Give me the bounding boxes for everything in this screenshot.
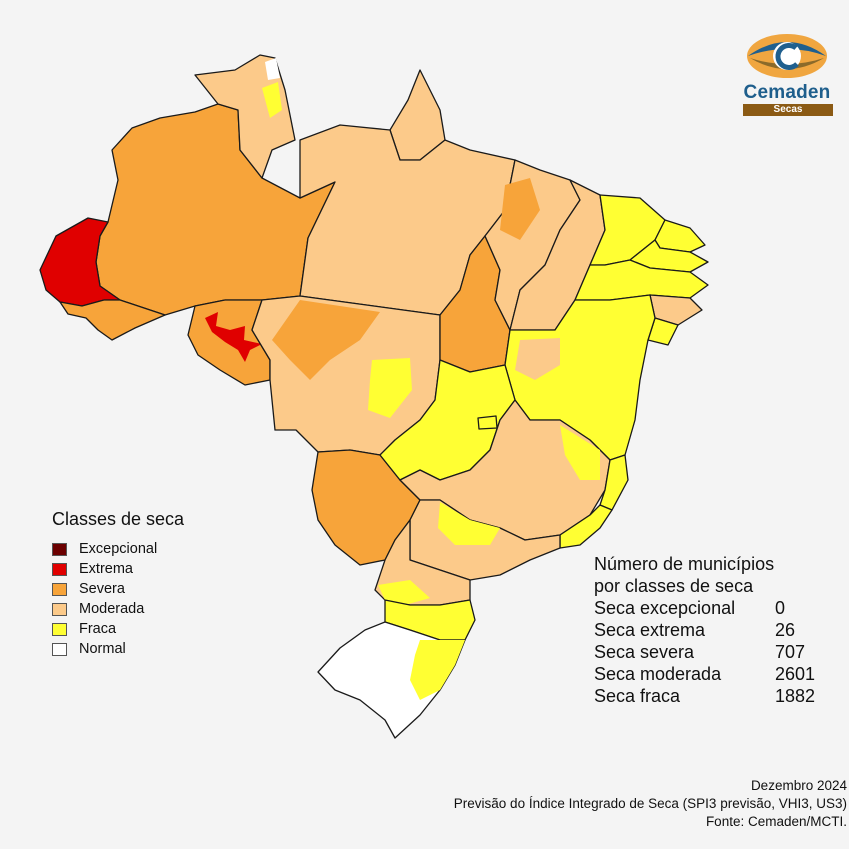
region-amazonas [95, 103, 336, 316]
region-rio-de-janeiro [559, 504, 613, 549]
count-row: Seca extrema 26 [594, 619, 815, 641]
counts-title-line2: por classes de seca [594, 576, 754, 596]
count-row: Seca excepcional 0 [594, 597, 815, 619]
legend-item: Severa [52, 579, 184, 599]
count-value: 707 [775, 642, 806, 662]
legend-swatch [52, 542, 67, 556]
region-bahia-moderada [515, 338, 560, 380]
region-parana-fraca [378, 580, 430, 605]
legend-item: Extrema [52, 559, 184, 579]
legend-label: Moderada [79, 601, 145, 617]
counts-title-line1: Número de municípios [594, 554, 775, 574]
count-row: Seca severa 707 [594, 641, 815, 663]
count-label: Seca moderada [594, 664, 722, 684]
footer-date: Dezembro 2024 [750, 778, 847, 793]
legend-label: Fraca [79, 621, 117, 637]
legend-label: Excepcional [79, 541, 158, 557]
count-value: 1882 [775, 686, 816, 706]
count-label: Seca severa [594, 642, 695, 662]
count-row: Seca fraca 1882 [594, 685, 815, 707]
region-rio-grande-do-norte [654, 219, 706, 253]
region-maranhao-severa [500, 178, 540, 240]
legend-swatch [52, 622, 67, 636]
footer: Dezembro 2024 Previsão do Índice Integra… [454, 777, 847, 831]
cemaden-logo: Cemaden Secas [740, 28, 834, 118]
footer-description: Previsão do Índice Integrado de Seca (SP… [453, 796, 847, 811]
count-value: 2601 [775, 664, 816, 684]
region-distrito-federal [477, 415, 498, 430]
legend-item: Excepcional [52, 539, 184, 559]
logo-name: Cemaden [743, 82, 831, 103]
count-label: Seca fraca [594, 686, 681, 706]
legend-label: Normal [79, 641, 126, 657]
legend-title: Classes de seca [52, 509, 185, 529]
footer-source: Fonte: Cemaden/MCTI. [705, 814, 847, 829]
count-label: Seca excepcional [594, 598, 736, 618]
region-rio-grande-do-sul-fraca [410, 640, 465, 700]
region-roraima-fraca [262, 82, 282, 118]
legend-swatch [52, 642, 67, 656]
legend-swatch [52, 602, 67, 616]
count-value: 0 [775, 598, 786, 618]
legend-item: Moderada [52, 599, 184, 619]
logo-subtitle: Secas [743, 104, 833, 116]
region-roraima-normal [265, 58, 280, 80]
region-mato-grosso-fraca [368, 358, 412, 418]
region-sao-paulo-fraca [438, 502, 500, 545]
municipality-counts: Número de municípios por classes de seca… [594, 553, 815, 707]
legend-item: Fraca [52, 619, 184, 639]
region-rondonia-extrema [205, 312, 262, 362]
legend-item: Normal [52, 639, 184, 659]
region-acre-south [59, 299, 166, 341]
count-label: Seca extrema [594, 620, 706, 640]
region-minas-gerais-fraca [560, 425, 600, 480]
legend-swatch [52, 582, 67, 596]
legend-label: Extrema [79, 561, 133, 577]
count-row: Seca moderada 2601 [594, 663, 815, 685]
cemaden-eye-logo-icon [747, 34, 827, 78]
legend-swatch [52, 562, 67, 576]
region-mato-grosso-severa [272, 300, 380, 380]
legend: Classes de seca Excepcional Extrema Severa… [52, 509, 184, 659]
legend-label: Severa [79, 581, 125, 597]
count-value: 26 [775, 620, 796, 640]
